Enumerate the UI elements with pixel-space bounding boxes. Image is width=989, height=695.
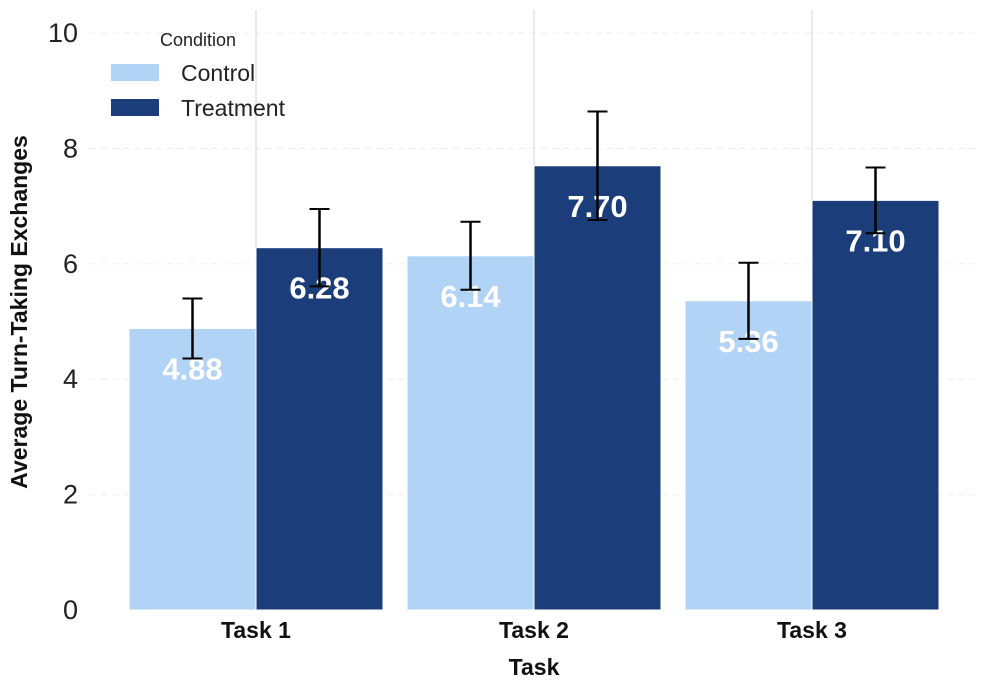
bar-treatment-1 [255,247,384,611]
legend-item-control: Control [111,60,255,86]
bar-treatment-3 [811,199,940,611]
x-axis-title: Task [509,654,560,680]
x-tick-label: Task 1 [221,617,291,643]
y-tick-label: 0 [63,595,78,625]
x-tick-label: Task 3 [777,617,847,643]
error-bar [182,297,203,360]
y-tick-label: 6 [63,249,78,279]
error-bar [309,208,330,288]
legend: Condition Control Treatment [111,30,286,121]
y-tick-label: 8 [63,133,78,163]
legend-label: Control [181,60,255,86]
bars [128,165,940,611]
bar-control-1 [128,327,257,611]
y-axis-ticks: 0 2 4 6 8 10 [48,18,78,625]
error-bar [738,261,759,340]
x-tick-label: Task 2 [499,617,569,643]
legend-label: Treatment [181,95,286,121]
x-axis-ticks: Task 1 Task 2 Task 3 [221,617,847,643]
bar-value-labels: 4.886.28 6.147.705.367.10 [162,189,905,387]
legend-swatch [111,64,159,81]
y-tick-label: 2 [63,480,78,510]
y-axis-title: Average Turn-Taking Exchanges [6,135,32,489]
legend-title: Condition [160,30,236,50]
y-tick-label: 4 [63,364,78,394]
y-tick-label: 10 [48,18,78,48]
legend-item-treatment: Treatment [111,95,286,121]
bar-control-2 [406,255,535,611]
error-bar [460,220,481,291]
error-bar [587,110,608,221]
legend-swatch [111,99,159,116]
bar-treatment-2 [533,165,662,611]
error-bar [865,166,886,235]
error-bars [182,110,886,360]
